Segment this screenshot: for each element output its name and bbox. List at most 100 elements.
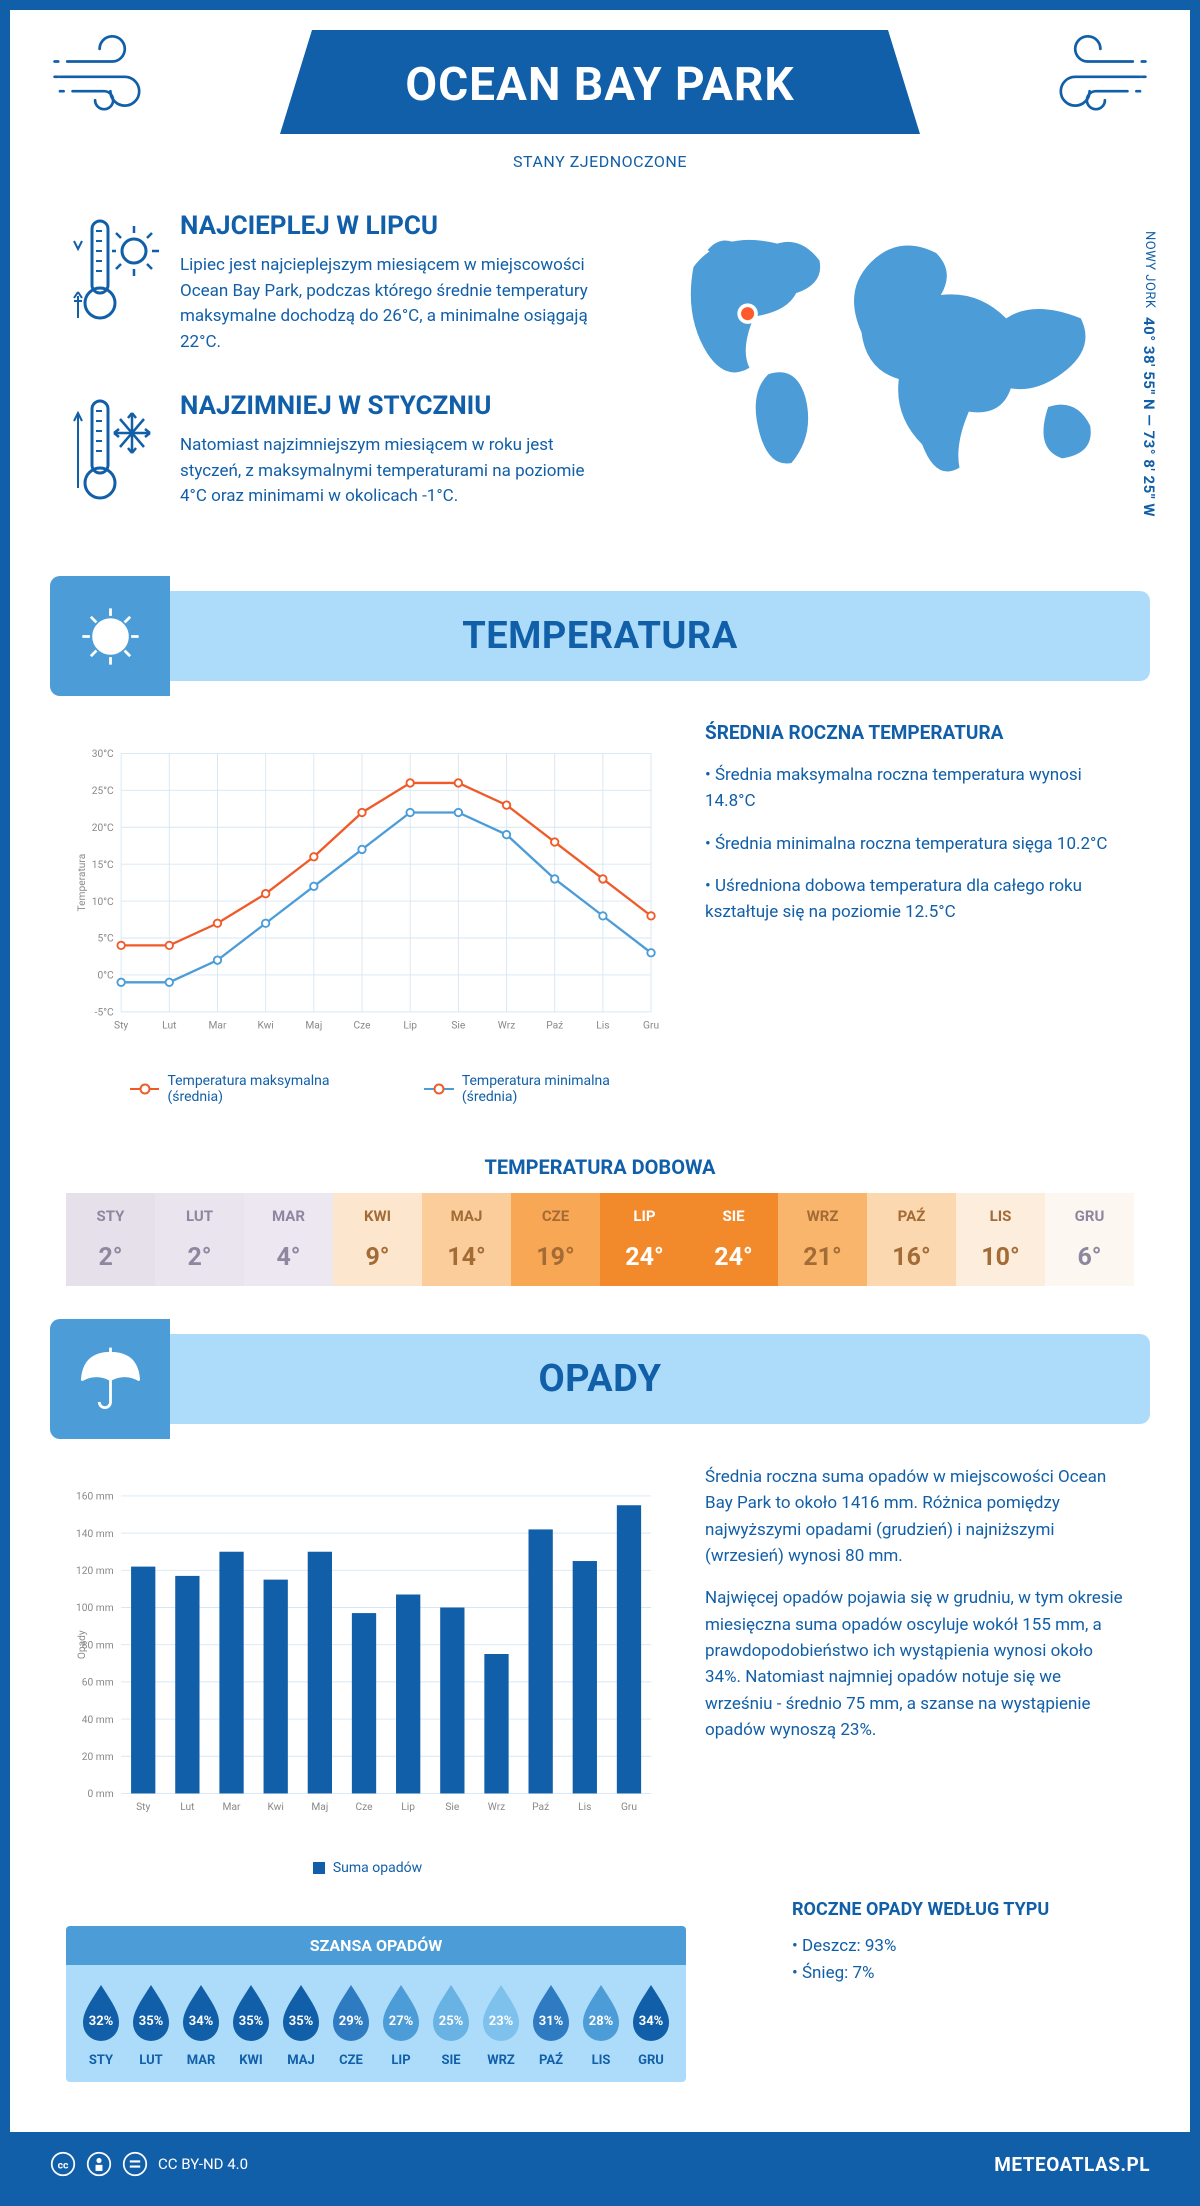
svg-text:Lis: Lis	[596, 1021, 609, 1032]
svg-text:Maj: Maj	[311, 1802, 328, 1813]
daily-temp-cell: PAŹ16°	[867, 1193, 956, 1286]
svg-text:Mar: Mar	[209, 1021, 227, 1032]
precip-chance-cell: 34% MAR	[176, 1981, 226, 2068]
thermometer-sun-icon	[70, 211, 160, 355]
svg-text:27%: 27%	[389, 2014, 414, 2029]
daily-temp-cell: MAJ14°	[422, 1193, 511, 1286]
footer-brand: METEOATLAS.PL	[994, 2153, 1150, 2176]
svg-text:31%: 31%	[539, 2014, 564, 2029]
svg-text:Gru: Gru	[621, 1802, 637, 1813]
precipitation-bar-chart: 0 mm20 mm40 mm60 mm80 mm100 mm120 mm140 …	[70, 1464, 665, 1844]
svg-text:Lis: Lis	[578, 1802, 591, 1813]
title-block: OCEAN BAY PARK STANY ZJEDNOCZONE	[160, 30, 1040, 171]
fact-cold-text: Natomiast najzimniejszym miesiącem w rok…	[180, 433, 599, 510]
by-icon	[86, 2151, 112, 2177]
title-ribbon: OCEAN BAY PARK	[280, 30, 920, 134]
world-map-icon	[649, 211, 1130, 491]
precip-chance-drops: 32% STY 35% LUT 34% MAR 35% KWI 35% MAJ …	[66, 1965, 686, 2082]
svg-text:Sty: Sty	[114, 1021, 128, 1032]
daily-temp-strip: STY2°LUT2°MAR4°KWI9°MAJ14°CZE19°LIP24°SI…	[66, 1193, 1134, 1286]
precipitation-row: 0 mm20 mm40 mm60 mm80 mm100 mm120 mm140 …	[10, 1424, 1190, 1896]
precip-chance-title: SZANSA OPADÓW	[66, 1926, 686, 1965]
daily-temp-cell: LUT2°	[155, 1193, 244, 1286]
temp-summary-bullet-2: • Uśredniona dobowa temperatura dla całe…	[705, 873, 1130, 926]
temp-summary-bullet-0: • Średnia maksymalna roczna temperatura …	[705, 762, 1130, 815]
svg-text:Wrz: Wrz	[488, 1802, 505, 1813]
precip-chance-cell: 29% CZE	[326, 1981, 376, 2068]
svg-text:140 mm: 140 mm	[76, 1529, 114, 1540]
svg-text:Sty: Sty	[136, 1802, 150, 1813]
svg-text:Paź: Paź	[546, 1021, 563, 1032]
svg-text:Paź: Paź	[532, 1802, 549, 1813]
svg-text:60 mm: 60 mm	[82, 1678, 114, 1689]
svg-text:35%: 35%	[289, 2014, 314, 2029]
page-subtitle: STANY ZJEDNOCZONE	[160, 152, 1040, 171]
sun-icon	[50, 576, 170, 696]
svg-text:20 mm: 20 mm	[82, 1752, 114, 1763]
fact-hot: NAJCIEPLEJ W LIPCU Lipiec jest najcieple…	[70, 211, 599, 355]
daily-temp-cell: SIE24°	[689, 1193, 778, 1286]
daily-temp-cell: LIP24°	[600, 1193, 689, 1286]
svg-text:Kwi: Kwi	[258, 1021, 274, 1032]
svg-text:25%: 25%	[439, 2014, 464, 2029]
page-title: OCEAN BAY PARK	[340, 58, 860, 112]
section-header-temperature: TEMPERATURA	[50, 591, 1150, 681]
wind-icon-left	[50, 30, 160, 124]
section-header-precipitation: OPADY	[50, 1334, 1150, 1424]
precip-chance-cell: 25% SIE	[426, 1981, 476, 2068]
svg-text:120 mm: 120 mm	[76, 1566, 114, 1577]
precip-chance-cell: 27% LIP	[376, 1981, 426, 2068]
wind-icon-right	[1040, 30, 1150, 124]
svg-text:Kwi: Kwi	[268, 1802, 284, 1813]
temperature-line-chart: -5°C0°C5°C10°C15°C20°C25°C30°CStyLutMarK…	[70, 721, 665, 1061]
svg-text:32%: 32%	[89, 2014, 114, 2029]
svg-text:5°C: 5°C	[97, 934, 114, 945]
precip-text-1: Średnia roczna suma opadów w miejscowośc…	[705, 1464, 1130, 1569]
precipitation-legend: Suma opadów	[70, 1848, 665, 1876]
svg-text:15°C: 15°C	[92, 860, 114, 871]
temperature-row: -5°C0°C5°C10°C15°C20°C25°C30°CStyLutMarK…	[10, 681, 1190, 1125]
daily-temp-cell: LIS10°	[956, 1193, 1045, 1286]
license-text: CC BY-ND 4.0	[158, 2155, 248, 2173]
svg-text:28%: 28%	[589, 2014, 614, 2029]
intro-facts: NAJCIEPLEJ W LIPCU Lipiec jest najcieple…	[70, 211, 599, 551]
svg-text:29%: 29%	[339, 2014, 364, 2029]
precip-chance-cell: 32% STY	[76, 1981, 126, 2068]
svg-text:Sie: Sie	[445, 1802, 460, 1813]
daily-temp-title: TEMPERATURA DOBOWA	[10, 1155, 1190, 1179]
temp-summary-title: ŚREDNIA ROCZNA TEMPERATURA	[705, 721, 1130, 744]
fact-cold: NAJZIMNIEJ W STYCZNIU Natomiast najzimni…	[70, 391, 599, 515]
precip-type-block: ROCZNE OPADY WEDŁUG TYPU • Deszcz: 93% •…	[792, 1896, 1130, 1987]
svg-text:Temperatura: Temperatura	[77, 854, 88, 912]
daily-temp-cell: GRU6°	[1045, 1193, 1134, 1286]
svg-text:20°C: 20°C	[92, 823, 114, 834]
svg-text:34%: 34%	[189, 2014, 214, 2029]
legend-max-label: Temperatura maksymalna (średnia)	[167, 1073, 384, 1105]
svg-text:Lip: Lip	[403, 1021, 417, 1032]
temperature-legend: .legend-swatch:nth-child(1)::before{bord…	[70, 1065, 665, 1105]
footer: cc CC BY-ND 4.0 METEOATLAS.PL	[10, 2132, 1190, 2196]
section-title-temperature: TEMPERATURA	[170, 614, 1150, 658]
svg-text:34%: 34%	[639, 2014, 664, 2029]
precip-chance-cell: 35% MAJ	[276, 1981, 326, 2068]
nd-icon	[122, 2151, 148, 2177]
svg-text:100 mm: 100 mm	[76, 1603, 114, 1614]
daily-temp-cell: KWI9°	[333, 1193, 422, 1286]
svg-text:Gru: Gru	[643, 1021, 659, 1032]
svg-text:Wrz: Wrz	[498, 1021, 515, 1032]
precip-chance-cell: 28% LIS	[576, 1981, 626, 2068]
precip-type-title: ROCZNE OPADY WEDŁUG TYPU	[792, 1896, 1130, 1925]
cc-icon: cc	[50, 2151, 76, 2177]
precip-chance-block: SZANSA OPADÓW 32% STY 35% LUT 34% MAR 35…	[66, 1926, 686, 2082]
temperature-chart-container: -5°C0°C5°C10°C15°C20°C25°C30°CStyLutMarK…	[70, 721, 665, 1105]
footer-license: cc CC BY-ND 4.0	[50, 2151, 994, 2177]
header: OCEAN BAY PARK STANY ZJEDNOCZONE	[10, 10, 1190, 171]
legend-min-label: Temperatura minimalna (średnia)	[462, 1073, 665, 1105]
fact-cold-title: NAJZIMNIEJ W STYCZNIU	[180, 391, 599, 421]
precip-type-snow: • Śnieg: 7%	[792, 1960, 1130, 1987]
svg-text:Mar: Mar	[223, 1802, 241, 1813]
coordinates: NOWY JORK 40° 38' 55'' N — 73° 8' 25'' W	[1140, 231, 1158, 517]
section-title-precipitation: OPADY	[170, 1357, 1150, 1401]
precip-chance-cell: 35% KWI	[226, 1981, 276, 2068]
svg-text:cc: cc	[58, 2158, 69, 2171]
